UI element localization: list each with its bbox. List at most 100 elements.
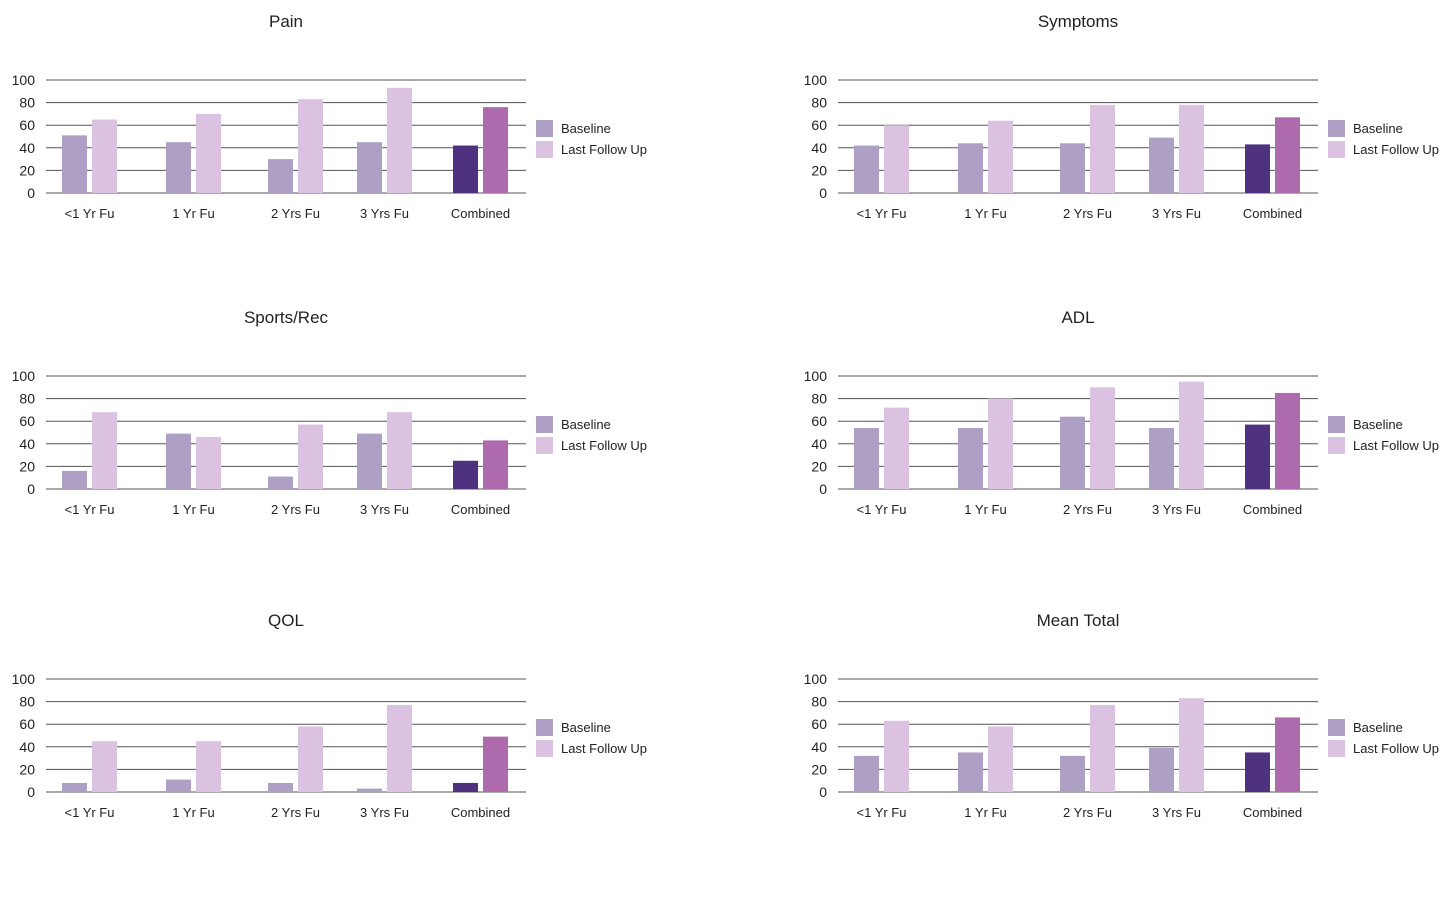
bar-last-follow-up-combined: [1275, 117, 1300, 193]
bar-baseline-combined: [453, 782, 478, 792]
bar-baseline-2-yrs-fu: [268, 476, 293, 489]
bar-last-follow-up-1-yr-fu: [92, 119, 117, 193]
y-tick-label: 40: [19, 739, 35, 755]
bar-last-follow-up-1-yr-fu: [196, 437, 221, 489]
legend-swatch-baseline: [1328, 120, 1345, 137]
bar-last-follow-up-2-yrs-fu: [298, 726, 323, 792]
y-tick-label: 20: [19, 162, 35, 178]
y-tick-label: 100: [804, 671, 828, 687]
legend-swatch-last-follow-up: [1328, 740, 1345, 757]
chart-title: Pain: [269, 12, 303, 31]
x-category-label: 2 Yrs Fu: [1063, 805, 1112, 820]
y-tick-label: 80: [19, 95, 35, 111]
bar-baseline-2-yrs-fu: [1060, 143, 1085, 193]
y-tick-label: 80: [19, 391, 35, 407]
legend-label-last-follow-up: Last Follow Up: [1353, 741, 1439, 756]
legend-label-last-follow-up: Last Follow Up: [561, 741, 647, 756]
bar-last-follow-up-3-yrs-fu: [1179, 104, 1204, 193]
legend-swatch-baseline: [1328, 416, 1345, 433]
bar-baseline-1-yr-fu: [62, 135, 87, 193]
bar-baseline-2-yrs-fu: [268, 782, 293, 792]
legend: Baseline Last Follow Up: [1328, 719, 1439, 757]
y-tick-label: 80: [811, 391, 827, 407]
bar-last-follow-up-3-yrs-fu: [387, 87, 412, 193]
y-tick-label: 100: [804, 368, 828, 384]
x-category-label: Combined: [451, 206, 510, 221]
y-tick-label: 100: [12, 671, 36, 687]
legend-swatch-last-follow-up: [536, 740, 553, 757]
x-category-label: 1 Yr Fu: [172, 502, 214, 517]
y-tick-label: 60: [19, 413, 35, 429]
chart-title: Mean Total: [1037, 611, 1120, 630]
bar-baseline-2-yrs-fu: [1060, 416, 1085, 489]
bar-baseline-1-yr-fu: [166, 779, 191, 792]
bar-last-follow-up-3-yrs-fu: [1179, 698, 1204, 792]
chart-adl-svg: ADL 0 20 40 60 80 100 <1 Yr Fu 1 Yr Fu 2 Yrs Fu 3 …: [804, 308, 1439, 517]
bar-last-follow-up-1-yr-fu: [988, 120, 1013, 193]
bar-baseline-combined: [453, 145, 478, 193]
bar-last-follow-up-combined: [483, 440, 508, 489]
bar-last-follow-up-2-yrs-fu: [298, 424, 323, 489]
x-category-label: <1 Yr Fu: [857, 805, 907, 820]
x-category-label: 3 Yrs Fu: [360, 805, 409, 820]
y-tick-label: 60: [811, 413, 827, 429]
legend-label-baseline: Baseline: [1353, 720, 1403, 735]
y-tick-label: 40: [811, 739, 827, 755]
bar-baseline-1-yr-fu: [854, 427, 879, 489]
bar-baseline-2-yrs-fu: [1060, 755, 1085, 792]
x-category-label: 2 Yrs Fu: [271, 805, 320, 820]
legend: Baseline Last Follow Up: [536, 416, 647, 454]
x-category-label: <1 Yr Fu: [857, 206, 907, 221]
bar-baseline-3-yrs-fu: [357, 142, 382, 193]
y-tick-label: 20: [811, 458, 827, 474]
chart-sports-rec-svg: Sports/Rec 0 20 40 60 80 100 <1 Yr Fu 1 Yr Fu 2 Y…: [12, 308, 647, 517]
legend: Baseline Last Follow Up: [536, 719, 647, 757]
x-category-label: Combined: [1243, 206, 1302, 221]
bar-baseline-3-yrs-fu: [1149, 137, 1174, 193]
bar-last-follow-up-1-yr-fu: [884, 125, 909, 193]
x-category-label: 1 Yr Fu: [172, 206, 214, 221]
bar-last-follow-up-2-yrs-fu: [1090, 104, 1115, 193]
bar-baseline-1-yr-fu: [166, 433, 191, 489]
bar-last-follow-up-3-yrs-fu: [1179, 381, 1204, 489]
x-category-label: 3 Yrs Fu: [1152, 206, 1201, 221]
legend-label-baseline: Baseline: [1353, 121, 1403, 136]
x-category-label: 3 Yrs Fu: [1152, 502, 1201, 517]
y-tick-label: 20: [811, 761, 827, 777]
chart-panel-symptoms: Symptoms 0 20 40 60 80 100 <1 Yr Fu 1 Yr Fu 2 Yrs…: [792, 0, 1450, 300]
chart-title: ADL: [1061, 308, 1094, 327]
legend-swatch-last-follow-up: [536, 437, 553, 454]
x-category-label: Combined: [451, 805, 510, 820]
y-tick-label: 60: [811, 716, 827, 732]
legend-swatch-baseline: [1328, 719, 1345, 736]
y-tick-label: 40: [19, 140, 35, 156]
bar-baseline-combined: [453, 460, 478, 489]
legend-swatch-last-follow-up: [1328, 437, 1345, 454]
x-category-label: 2 Yrs Fu: [1063, 502, 1112, 517]
bar-last-follow-up-1-yr-fu: [196, 113, 221, 193]
y-tick-label: 80: [19, 694, 35, 710]
bar-baseline-combined: [1245, 752, 1270, 792]
chart-panel-qol: QOL 0 20 40 60 80 100 <1 Yr Fu 1 Yr Fu 2 Yrs Fu 3 …: [0, 599, 700, 899]
bar-last-follow-up-2-yrs-fu: [298, 99, 323, 193]
y-tick-label: 80: [811, 95, 827, 111]
y-tick-label: 20: [19, 761, 35, 777]
chart-panel-sports-rec: Sports/Rec 0 20 40 60 80 100 <1 Yr Fu 1 Yr Fu 2 Y…: [0, 296, 700, 596]
chart-pain-svg: Pain 0 20 40 60 80 100 <1 Yr Fu 1 Yr Fu 2 Yrs Fu 3…: [12, 12, 647, 221]
bar-baseline-1-yr-fu: [62, 470, 87, 489]
bar-baseline-3-yrs-fu: [1149, 747, 1174, 792]
legend-swatch-last-follow-up: [536, 141, 553, 158]
x-category-label: Combined: [1243, 502, 1302, 517]
chart-panel-pain: Pain 0 20 40 60 80 100 <1 Yr Fu 1 Yr Fu 2 Yrs Fu 3…: [0, 0, 700, 300]
legend-label-baseline: Baseline: [561, 720, 611, 735]
bar-last-follow-up-1-yr-fu: [92, 741, 117, 792]
legend-swatch-baseline: [536, 719, 553, 736]
x-category-label: <1 Yr Fu: [65, 502, 115, 517]
legend-label-baseline: Baseline: [561, 417, 611, 432]
x-category-label: 2 Yrs Fu: [271, 502, 320, 517]
bar-baseline-1-yr-fu: [854, 755, 879, 792]
legend-label-baseline: Baseline: [1353, 417, 1403, 432]
x-category-label: Combined: [451, 502, 510, 517]
y-tick-label: 0: [819, 185, 827, 201]
y-tick-label: 20: [19, 458, 35, 474]
